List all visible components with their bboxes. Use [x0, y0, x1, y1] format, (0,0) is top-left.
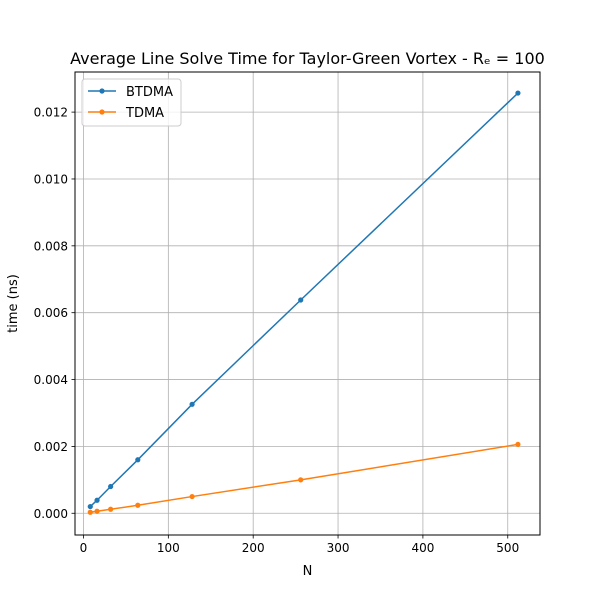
data-point-tdma: [135, 502, 141, 508]
data-point-tdma: [298, 477, 304, 483]
data-point-tdma: [87, 509, 93, 515]
legend-marker-tdma: [99, 109, 105, 115]
y-tick-label: 0.004: [34, 373, 68, 387]
data-point-tdma: [108, 506, 114, 512]
data-point-tdma: [94, 508, 100, 514]
y-tick-label: 0.002: [34, 440, 68, 454]
series-layer: [87, 90, 521, 515]
x-axis-label: N: [303, 564, 313, 579]
y-tick-label: 0.012: [34, 106, 68, 120]
chart-title: Average Line Solve Time for Taylor-Green…: [70, 49, 545, 68]
y-tick-label: 0.000: [34, 507, 68, 521]
legend-marker-btdma: [99, 88, 105, 94]
data-point-btdma: [108, 483, 114, 490]
x-tick-label: 400: [411, 541, 434, 555]
data-point-btdma: [135, 457, 141, 463]
x-tick-label: 200: [242, 541, 265, 555]
y-axis-label: time (ns): [6, 274, 21, 333]
x-tick-label: 100: [157, 541, 180, 555]
legend-label-btdma: BTDMA: [126, 85, 173, 100]
data-point-btdma: [298, 297, 304, 303]
data-point-btdma: [515, 90, 521, 96]
x-tick-label: 300: [327, 541, 350, 555]
plot-area-frame: [74, 71, 541, 536]
data-point-btdma: [189, 401, 195, 407]
y-tick-label: 0.006: [34, 306, 68, 320]
x-tick-label: 500: [496, 541, 519, 555]
y-tick-label: 0.008: [34, 239, 68, 253]
legend-label-tdma: TDMA: [125, 106, 164, 121]
x-tick-label: 0: [80, 541, 88, 555]
grid-lines: [75, 72, 540, 535]
data-point-tdma: [515, 441, 521, 448]
legend: BTDMA TDMA: [81, 78, 182, 127]
y-tick-label: 0.010: [34, 172, 68, 186]
data-point-tdma: [189, 493, 195, 500]
x-axis: 0 100 200 300 400 500: [80, 535, 519, 555]
data-point-btdma: [87, 503, 93, 510]
y-axis: 0.000 0.002 0.004 0.006 0.008 0.010 0.012: [34, 106, 75, 521]
data-point-btdma: [94, 497, 100, 503]
